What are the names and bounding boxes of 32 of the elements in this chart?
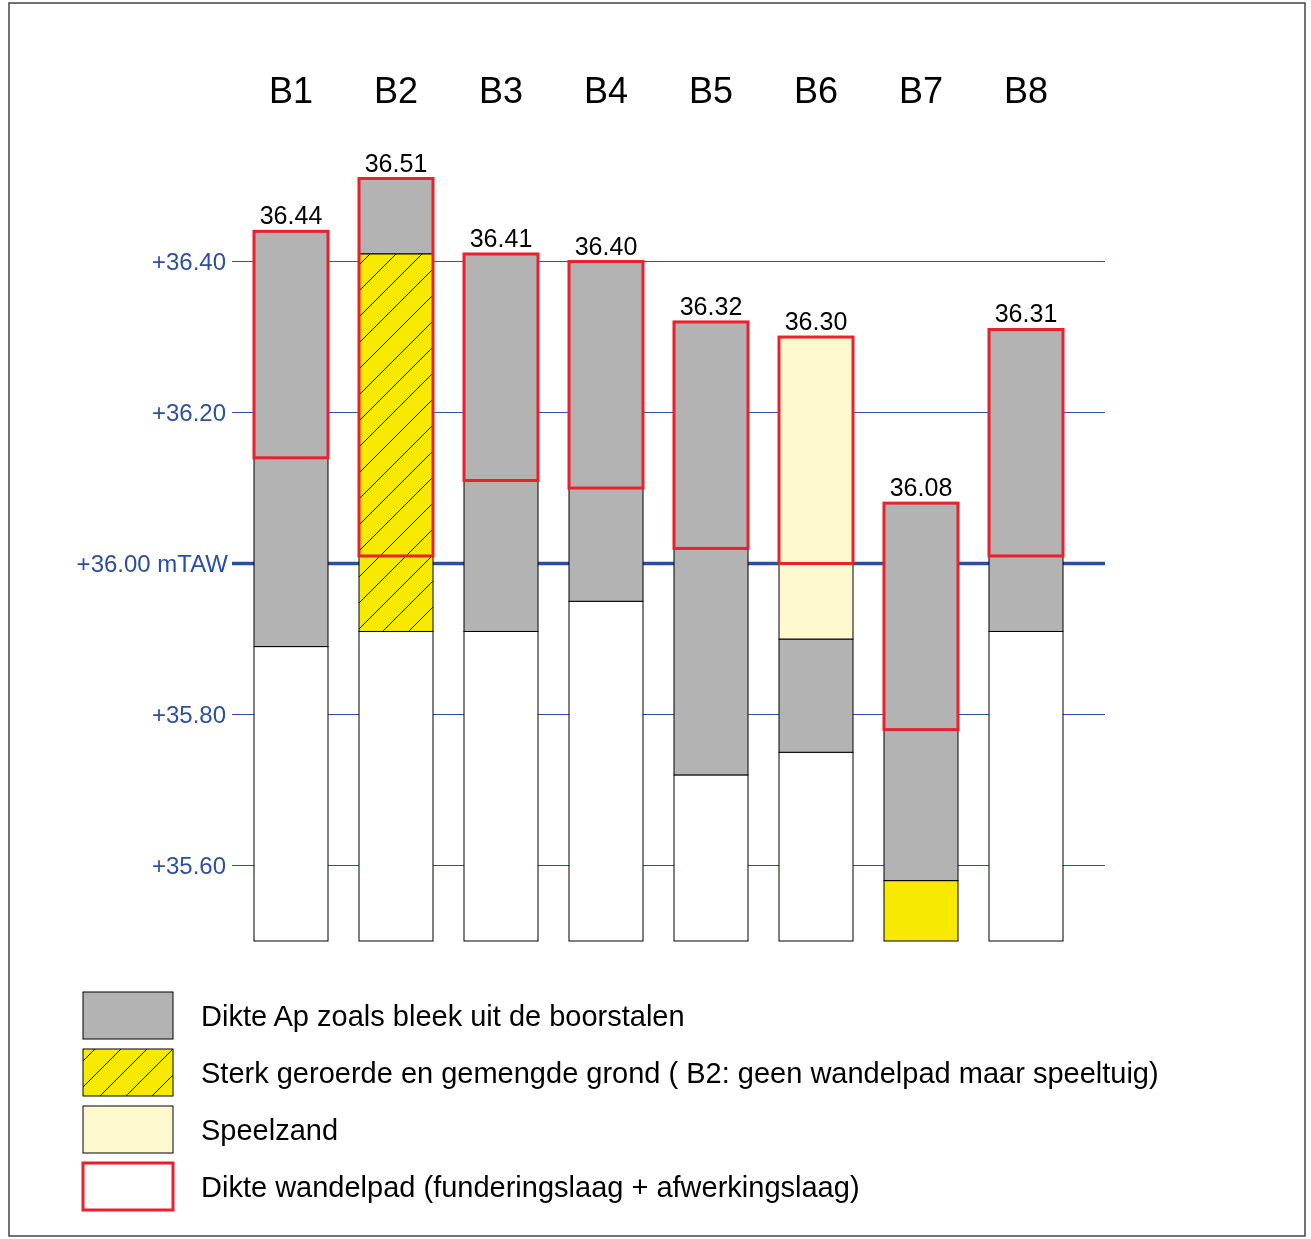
ref-line-label: +36.00 mTAW [76,549,229,577]
bar [777,335,855,566]
bar [987,327,1065,558]
bar [882,501,960,732]
annotation: 36.32 [679,291,743,320]
x-tick-label: B6 [793,70,839,111]
x-tick-label: B3 [478,70,524,111]
legend-label: Speelzand [201,1114,339,1147]
bar [567,260,645,490]
annotation: 36.41 [469,224,533,252]
x-tick-label: B1 [268,70,314,111]
y-tick-label: +35.60 [151,851,226,879]
annotation: 36.44 [259,201,323,230]
x-tick-label: B4 [583,70,629,111]
legend-label: Sterk geroerde en gemengde grond ( B2: geen wandelpad maar speeltuig) [201,1057,1159,1090]
bar [252,229,330,460]
x-tick-label: B2 [373,70,419,111]
legend-label: Dikte wandelpad (funderingslaag + afwerkingslaag) [201,1171,860,1204]
x-tick-label: B8 [1003,70,1049,111]
bar [462,252,540,482]
annotation: 36.51 [364,148,428,177]
x-tick-label: B7 [898,70,944,111]
legend-label: Dikte Ap zoals bleek uit de boorstalen [201,1000,685,1033]
annotation: 36.40 [574,231,638,260]
annotation: 36.30 [784,307,848,336]
y-tick-label: +35.80 [151,700,226,728]
x-tick-label: B5 [688,70,734,111]
annotation: 36.31 [994,299,1058,328]
annotation: 36.08 [889,473,953,502]
y-tick-label: +36.20 [151,398,226,426]
y-tick-label: +36.40 [151,247,226,275]
bar [672,320,750,550]
